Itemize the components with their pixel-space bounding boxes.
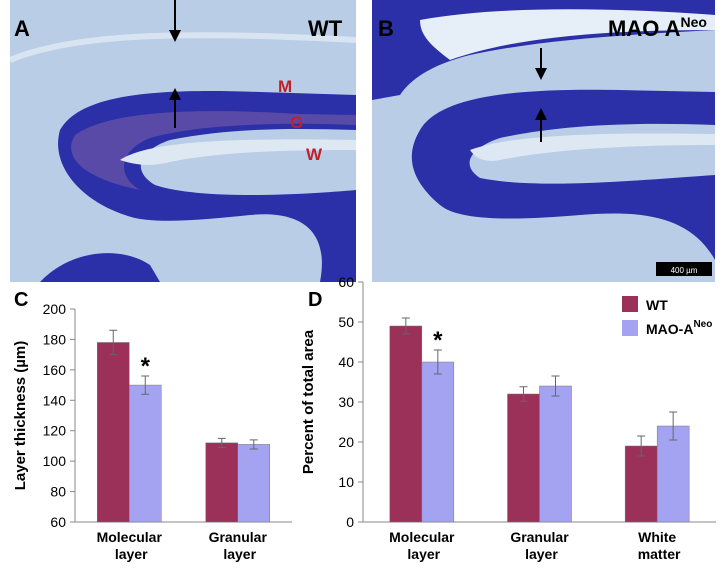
bar [507, 393, 540, 523]
x-tick-line: layer [521, 546, 558, 562]
scale-bar-label: 400 µm [671, 266, 698, 275]
x-tick-line: matter [634, 546, 681, 562]
error-bar [669, 411, 678, 441]
y-tick-label: 40 [338, 354, 354, 370]
x-tick-label: Molecular layer [97, 529, 163, 562]
bar [237, 444, 270, 523]
layer-label: M [278, 77, 292, 96]
x-tick-label: Molecular layer [389, 529, 455, 562]
x-tick-line: layer [111, 546, 148, 562]
bar [624, 445, 658, 523]
genotype-tag: WT [308, 16, 343, 41]
y-tick-label: 60 [338, 274, 354, 290]
error-bar [433, 349, 442, 375]
image-labels: A WT MGW B MAO ANeo 400 µm [14, 14, 707, 275]
y-axis-label: Layer thickness (µm) [12, 341, 29, 491]
panel-label: C [14, 289, 28, 311]
x-tick-line: Molecular [389, 529, 455, 545]
error-bar [637, 435, 646, 457]
legend-label: MAO-ANeo [646, 319, 712, 337]
x-tick-line: Molecular [97, 529, 163, 545]
y-tick-label: 80 [50, 484, 66, 500]
x-tick-label: White matter [634, 529, 681, 562]
bar [656, 425, 690, 523]
panel-label: D [308, 289, 322, 311]
significance-mark: * [141, 353, 151, 380]
error-bar [217, 437, 226, 448]
y-tick-label: 200 [43, 301, 67, 317]
error-bar [401, 317, 410, 335]
error-bar [249, 439, 258, 450]
legend-label: WT [646, 297, 668, 313]
bar [421, 361, 455, 523]
error-bar [109, 329, 118, 356]
error-bar [551, 375, 560, 397]
y-tick-label: 10 [338, 474, 354, 490]
x-tick-label: Granular layer [209, 529, 268, 562]
x-tick-line: Granular [209, 529, 268, 545]
y-tick-label: 60 [50, 514, 66, 530]
bar [97, 342, 130, 523]
error-bar [519, 386, 528, 402]
layer-label: G [290, 113, 303, 132]
bar [205, 442, 238, 523]
y-tick-label: 20 [338, 434, 354, 450]
bar [539, 385, 572, 523]
y-tick-label: 100 [43, 453, 67, 469]
y-tick-label: 50 [338, 314, 354, 330]
bar [389, 325, 423, 523]
legend-name: MAO-A [646, 321, 693, 337]
x-tick-label: Granular layer [510, 529, 569, 562]
legend-swatch [622, 320, 638, 336]
y-tick-label: 140 [43, 392, 67, 408]
arrows [169, 0, 547, 142]
micrograph-a [10, 0, 356, 282]
y-tick-label: 160 [43, 362, 67, 378]
bar [129, 384, 162, 523]
x-tick-line: White [638, 529, 676, 545]
micrograph-b [372, 0, 715, 282]
layer-label: W [306, 145, 323, 164]
y-tick-label: 180 [43, 331, 67, 347]
legend-swatch [622, 296, 638, 312]
significance-mark: * [433, 327, 443, 354]
panel-label: B [378, 16, 394, 41]
tag-sup: Neo [681, 14, 707, 30]
y-tick-label: 0 [346, 514, 354, 530]
x-tick-line: Granular [510, 529, 569, 545]
tag-main: MAO A [608, 16, 681, 41]
panel-label: A [14, 16, 30, 41]
x-tick-line: layer [219, 546, 256, 562]
legend-name: WT [646, 297, 668, 313]
y-axis-label: Percent of total area [300, 329, 317, 474]
error-bar [141, 375, 150, 395]
y-tick-label: 30 [338, 394, 354, 410]
legend-sup: Neo [693, 319, 712, 330]
y-tick-label: 120 [43, 423, 67, 439]
x-tick-line: layer [404, 546, 441, 562]
genotype-tag: MAO ANeo [608, 14, 707, 41]
